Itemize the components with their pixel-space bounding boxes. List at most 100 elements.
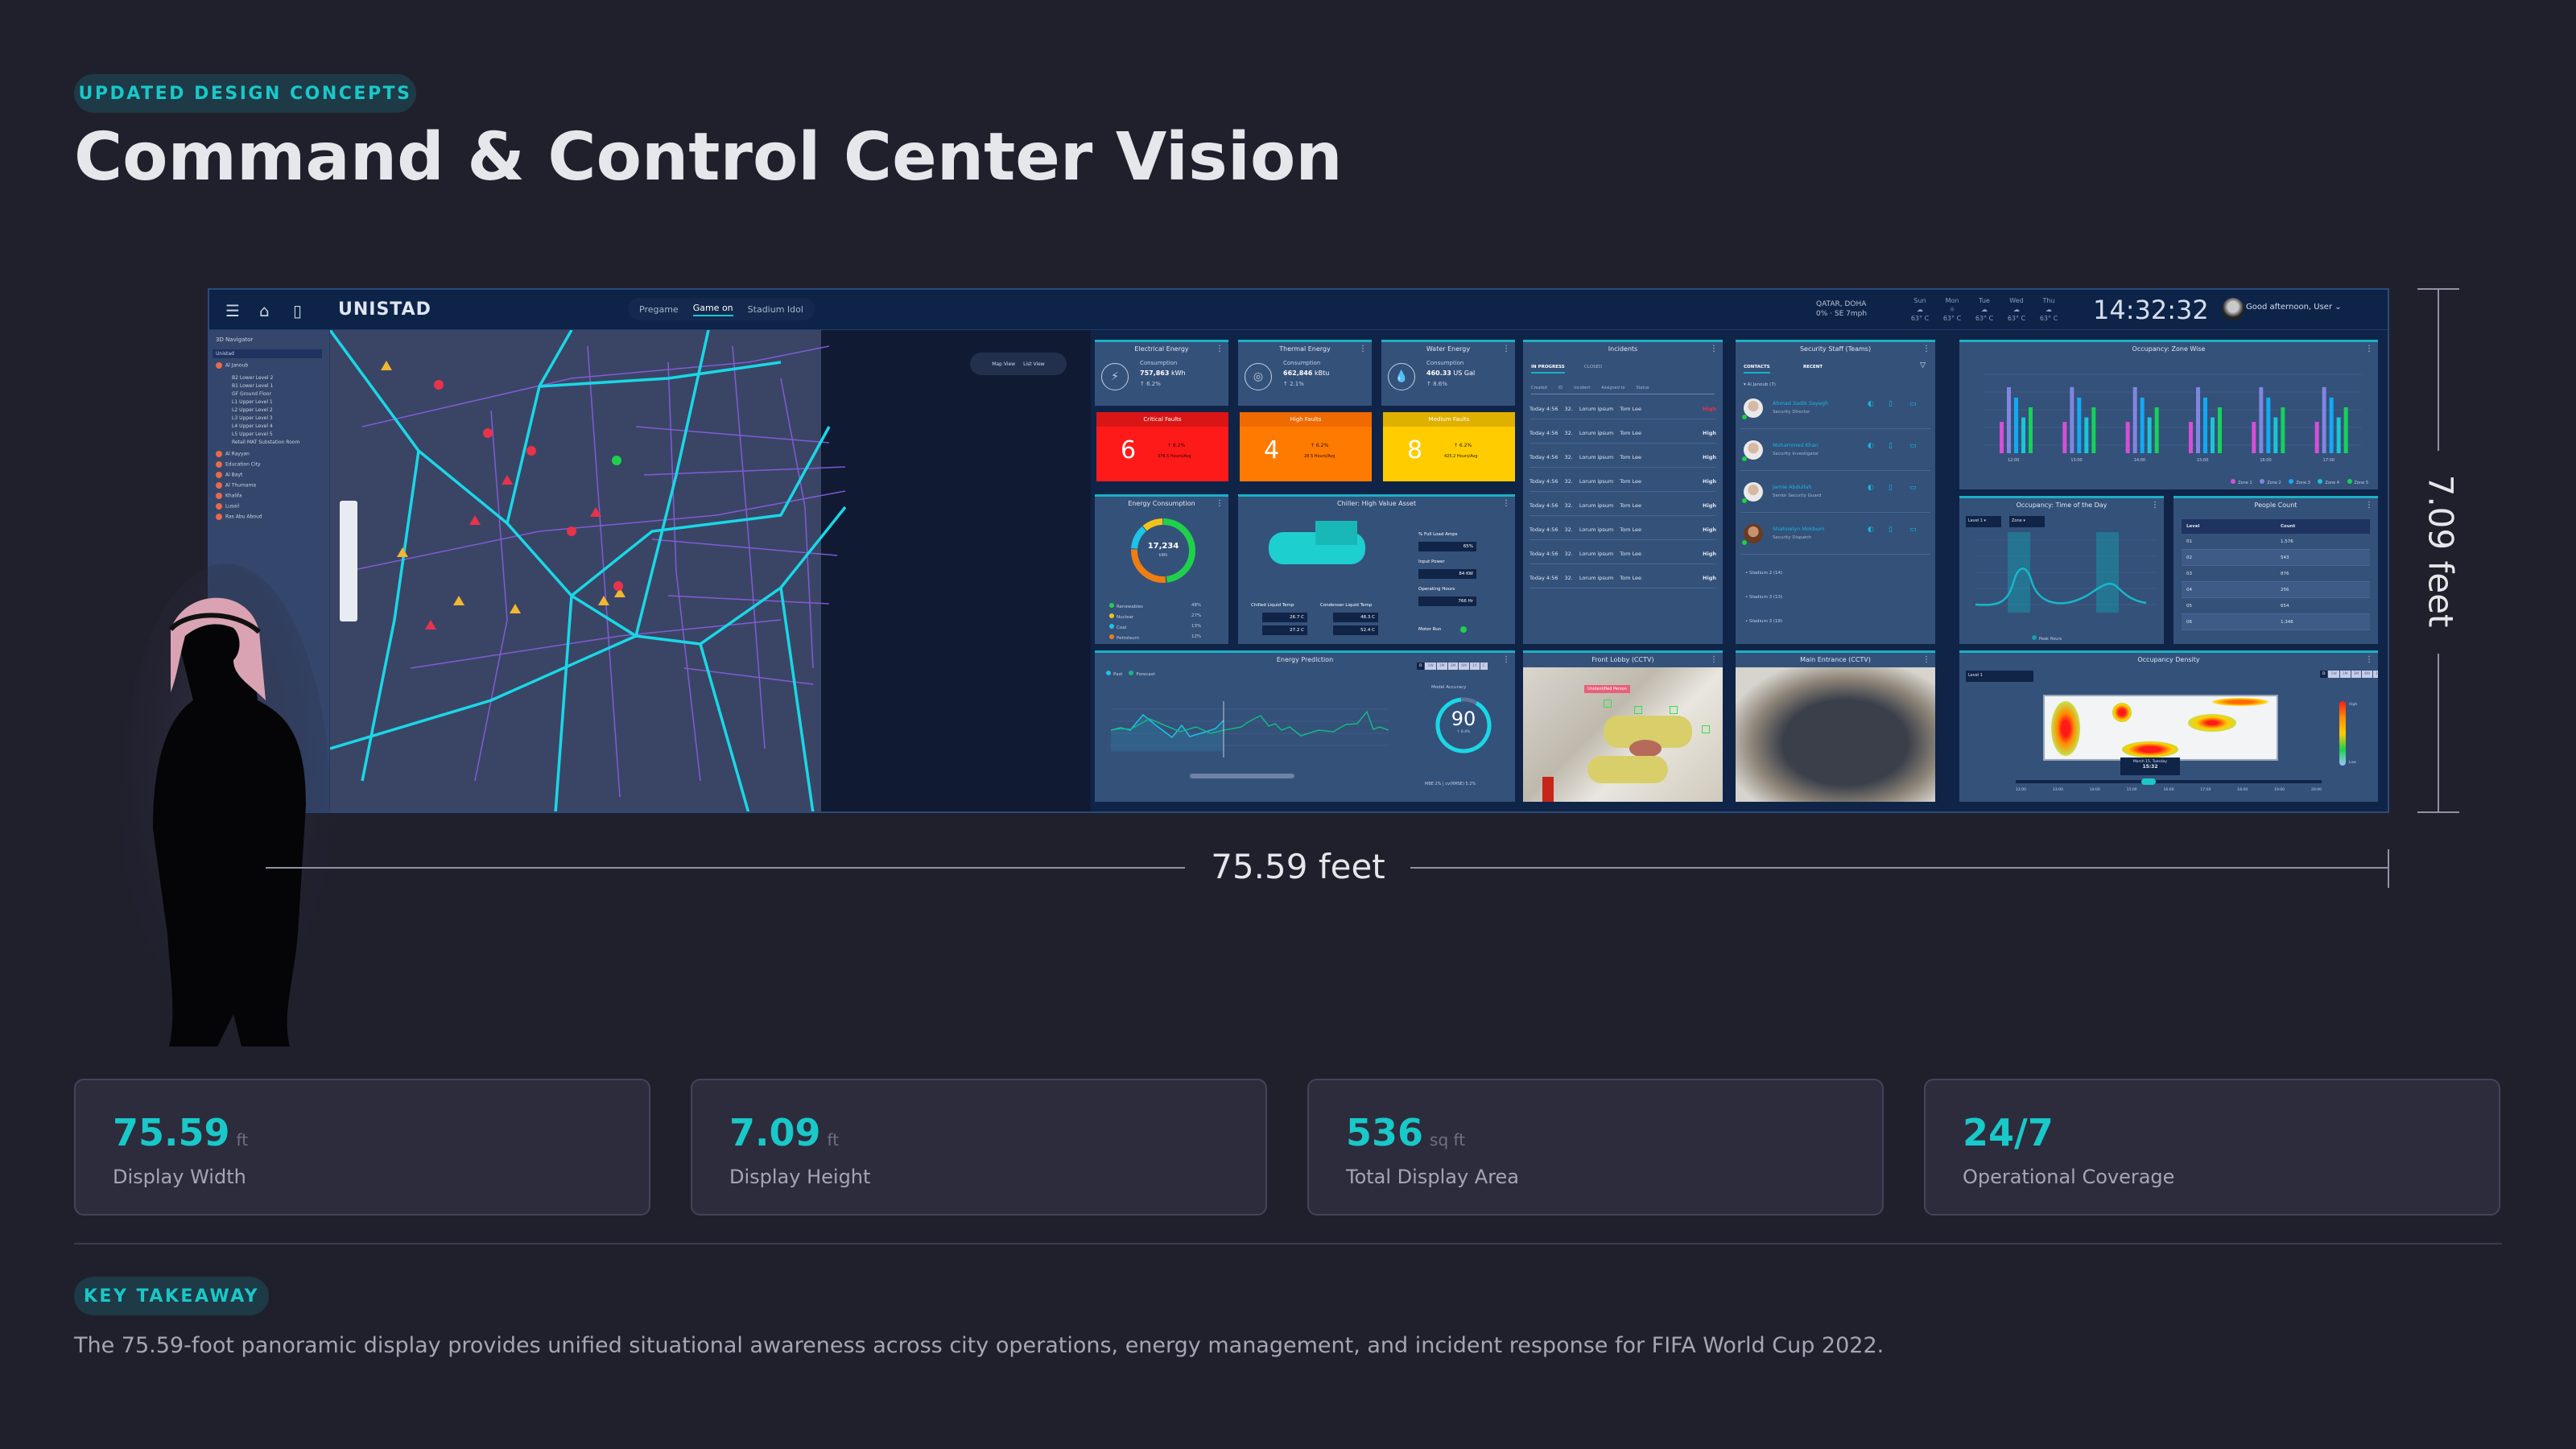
wind-value: SE 7mph [1834,310,1868,318]
tab-recent[interactable]: RECENT [1803,365,1823,369]
contact-item[interactable]: Mohammed Khan Security Investigator ◐ ▯ ▭ [1740,432,1930,471]
map-toolbar[interactable] [340,501,357,621]
zone-dropdown[interactable]: Zone ▾ [2009,516,2045,527]
nav-item-stadium[interactable]: Al Thumama [216,482,256,489]
stat-label: Display Width [113,1166,246,1188]
people-row: 01 1,576 [2182,534,2370,550]
mode-game-on[interactable]: Game on [692,303,733,316]
incident-row[interactable]: Today 4:56 32. Lorum ipsum Tom Lee High [1530,471,1716,492]
incident-row[interactable]: Today 4:56 32. Lorum ipsum Tom Lee High [1530,568,1716,588]
nav-level[interactable]: L5 Upper Level 5 [232,431,273,437]
nav-level[interactable]: L1 Upper Level 1 [232,399,273,405]
time-slider[interactable] [2016,780,2322,783]
lightning-icon: ⚡ [1101,363,1129,390]
tab-in-progress[interactable]: IN PROGRESS [1531,365,1565,374]
height-dimension-tick [2417,811,2459,813]
forecast-day: Mon ☼ 63° C [1942,297,1962,322]
city-map[interactable]: 3D Navigator Unistad Al Janoub B2 Lower … [209,330,1091,811]
nav-level[interactable]: Retail MAT Substation Room [232,440,300,445]
home-icon[interactable]: ⌂ [259,301,270,320]
timeline-scrubber[interactable] [1190,774,1294,778]
cctv-front-lobby[interactable]: Front Lobby (CCTV) ⋮ Unidentified Person [1523,650,1723,802]
humidity-value: 0% [1816,310,1828,318]
stat-value: 7.09 [729,1111,821,1154]
phone-icon: ▯ [1889,484,1893,492]
range-selector[interactable]: D 1W 1M 3M 6M 1Y C [2320,671,2378,678]
critical-faults-card[interactable]: Critical Faults 6 ↑ 6.2% 376.5 Hours/Avg [1096,412,1228,481]
cctv-main-entrance[interactable]: Main Entrance (CCTV) ⋮ [1736,650,1935,802]
tab-contacts[interactable]: CONTACTS [1744,365,1770,374]
nav-item-stadium[interactable]: Al Bayt [216,472,242,478]
clock: 14:32:32 [2093,295,2209,325]
people-count-table: Level Count 01 1,576 02 543 03 876 04 256 05 6… [2182,519,2370,630]
incident-row[interactable]: Today 4:56 32. Lorum ipsum Tom Lee High [1530,519,1716,540]
incident-row[interactable]: Today 4:56 32. Lorum ipsum Tom Lee High [1530,423,1716,444]
contact-item[interactable]: Shahnelyn Mokbum Security Dispatch ◐ ▯ ▭ [1740,516,1930,555]
contact-item[interactable]: Ahmad Sadik Sayegh Security Director ◐ ▯ ▭ [1740,390,1930,429]
medium-faults-card[interactable]: Medium Faults 8 ↑ 6.2% 425.2 Hours/Avg [1383,412,1515,481]
incident-row[interactable]: Today 4:56 32. Lorum ipsum Tom Lee High [1530,447,1716,468]
nav-level[interactable]: L2 Upper Level 2 [232,407,273,413]
stat-value: 75.59 [113,1111,230,1154]
occupancy-time-panel: Occupancy: Time of the Day ⋮ Level 1 ▾ Zo… [1959,496,2164,644]
contact-group[interactable]: • Stadium 2 (14) [1745,571,1783,576]
nav-item-stadium[interactable]: Al Rayyan [216,451,250,457]
nav-level[interactable]: B1 Lower Level 1 [232,383,274,389]
mode-stadium-idol[interactable]: Stadium Idol [747,303,803,315]
nav-item-stadium[interactable]: Education City [216,461,261,468]
location[interactable]: QATAR, DOHA [1816,300,1867,308]
contact-group[interactable]: • Stadium 3 (13) [1745,595,1783,600]
contact-group[interactable]: • Stadium 3 (18) [1745,619,1783,624]
chiller-image-top [1315,521,1357,545]
incident-row[interactable]: Today 4:56 32. Lorum ipsum Tom Lee High [1530,495,1716,516]
nav-item-stadium[interactable]: Khalifa [216,493,242,499]
time-tooltip: March 15, Tuesday 15:32 [2120,758,2180,775]
nav-level[interactable]: B2 Lower Level 2 [232,375,274,381]
stat-label: Operational Coverage [1963,1166,2175,1188]
thermal-energy-card: Thermal Energy ⋮ ◎ Consumption 662,846 kB… [1238,340,1372,406]
chat-icon: ▭ [1909,526,1917,534]
user-avatar[interactable] [2222,298,2244,320]
width-dimension-line [1410,867,2389,869]
range-selector[interactable]: D 1W 1M 3M 6M 1Y C [1417,663,1488,670]
water-energy-card: Water Energy ⋮ 💧 Consumption 460.33 US Ga… [1381,340,1515,406]
view-toggle[interactable]: Map View List View [970,353,1067,375]
mode-pregame[interactable]: Pregame [639,303,679,315]
high-faults-card[interactable]: High Faults 4 ↑ 6.2% 28.5 Hours/Avg [1240,412,1372,481]
level-dropdown[interactable]: Level 1 ▾ [1966,516,2001,527]
menu-icon[interactable]: ☰ [225,301,240,320]
nav-item-root[interactable]: Unistad [213,349,322,358]
map-book-icon[interactable]: ▯ [293,301,303,320]
people-row: 04 256 [2182,582,2370,598]
nav-item-stadium[interactable]: Al Janoub [216,362,248,369]
nav-level[interactable]: L4 Upper Level 4 [232,423,273,429]
stat-unit: ft [236,1130,249,1150]
sea-area [821,330,1091,811]
contact-group[interactable]: ▾ Al Janoub (7) [1744,382,1776,387]
nav-item-stadium[interactable]: Ras Abu Aboud [216,514,262,520]
stat-value: 24/7 [1963,1111,2054,1154]
cctv-feed [1736,667,1935,802]
time-slider-handle[interactable] [2141,778,2156,785]
incident-row[interactable]: Today 4:56 32. Lorum ipsum Tom Lee High [1530,398,1716,419]
alert-tag: Unidentified Person [1584,685,1630,693]
list-view-button[interactable]: List View [1023,361,1045,367]
nav-level[interactable]: L3 Upper Level 3 [232,415,273,421]
nav-item-stadium[interactable]: Lusail [216,503,239,510]
level-dropdown[interactable]: Level 1 [1966,671,2033,682]
people-row: 05 654 [2182,598,2370,614]
svg-text:12:00: 12:00 [2008,458,2019,463]
chat-icon: ▭ [1909,484,1917,492]
contact-item[interactable]: Jamie Abdullah Senior Security Guard ◐ ▯ ▭ [1740,474,1930,513]
weather-widget[interactable]: QATAR, DOHA 0% · SE 7mph [1816,300,1868,318]
phone-icon: ▯ [1889,442,1893,450]
key-takeaway-badge: KEY TAKEAWAY [74,1277,269,1315]
incident-row[interactable]: Today 4:56 32. Lorum ipsum Tom Lee High [1530,543,1716,564]
nav-level[interactable]: GF Ground Floor [232,391,271,397]
tab-closed[interactable]: CLOSED [1584,365,1603,369]
filter-icon[interactable]: ▽ [1920,361,1926,369]
map-view-button[interactable]: Map View [992,361,1016,367]
user-greeting[interactable]: Good afternoon, User ⌄ [2246,303,2342,312]
stat-value: 536 [1346,1111,1424,1154]
stat-card-display-height: 7.09 ft Display Height [691,1079,1267,1216]
